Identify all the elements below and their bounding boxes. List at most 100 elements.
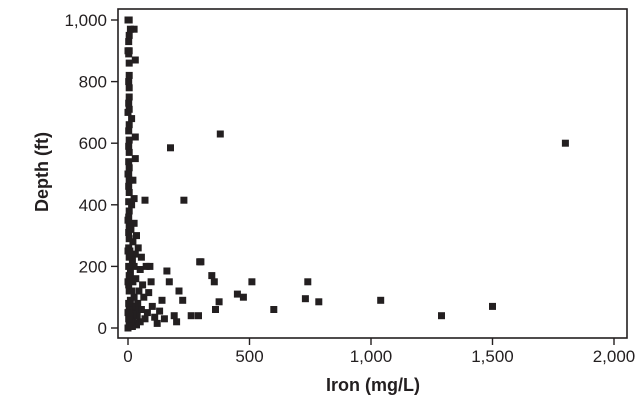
data-point <box>301 295 309 303</box>
data-point <box>141 315 149 323</box>
data-point <box>131 250 139 258</box>
data-point <box>133 232 140 240</box>
data-point <box>125 127 133 135</box>
data-point <box>125 182 133 190</box>
data-point <box>215 298 223 306</box>
y-tick-label: 800 <box>79 73 107 92</box>
data-point <box>131 56 139 64</box>
y-axis-ticks: 0 200 400 600 800 1,000 <box>64 11 118 338</box>
data-point <box>125 71 133 79</box>
data-point <box>143 309 151 317</box>
data-point <box>145 289 153 297</box>
data-point <box>153 319 161 327</box>
data-point <box>125 59 133 67</box>
data-point <box>129 176 137 184</box>
data-point <box>125 189 133 196</box>
data-point <box>489 302 496 310</box>
data-point <box>125 84 133 92</box>
x-tick-label: 500 <box>235 347 263 366</box>
data-point <box>124 170 132 178</box>
data-point <box>134 299 142 307</box>
data-point <box>131 306 139 313</box>
data-point <box>561 139 569 147</box>
data-point <box>130 219 138 227</box>
data-point <box>125 207 133 215</box>
data-point <box>125 78 133 86</box>
data-point <box>142 262 150 270</box>
data-point <box>125 148 133 156</box>
data-point <box>129 238 137 246</box>
data-point <box>248 278 256 286</box>
data-point <box>124 309 132 317</box>
data-point <box>173 318 181 326</box>
data-point <box>239 293 247 301</box>
data-point <box>141 196 149 204</box>
x-tick-label: 2,000 <box>593 347 636 366</box>
data-point <box>179 296 187 304</box>
data-point <box>125 272 133 280</box>
data-point <box>125 198 133 206</box>
data-point <box>167 144 174 152</box>
data-point <box>125 287 133 295</box>
y-tick-label: 600 <box>79 134 107 153</box>
data-point <box>216 130 224 138</box>
data-point <box>124 47 132 55</box>
data-point <box>125 158 133 166</box>
data-point <box>165 278 173 286</box>
data-point <box>124 216 132 224</box>
data-point <box>136 266 144 273</box>
data-point <box>128 115 136 123</box>
x-tick-label: 1,500 <box>471 347 514 366</box>
data-point <box>196 258 204 266</box>
data-point <box>210 278 218 286</box>
data-point <box>146 262 154 270</box>
plot-frame <box>117 8 628 339</box>
data-point <box>125 38 133 46</box>
data-point <box>270 306 278 313</box>
data-point <box>140 293 148 301</box>
y-tick-label: 1,000 <box>64 11 107 30</box>
y-axis-title: Depth (ft) <box>32 132 52 212</box>
data-point <box>125 93 133 101</box>
data-point <box>160 315 168 323</box>
y-tick-label: 400 <box>79 196 107 215</box>
data-point <box>124 108 132 116</box>
data-point <box>136 318 144 326</box>
data-point <box>130 25 138 33</box>
data-point <box>125 142 133 150</box>
data-point <box>124 247 132 255</box>
data-point <box>130 262 138 270</box>
data-point <box>130 293 138 301</box>
data-point <box>139 281 147 289</box>
data-point <box>170 312 178 320</box>
x-axis-ticks: 0 500 1,000 1,500 2,000 <box>123 338 635 366</box>
y-tick-label: 200 <box>79 257 107 276</box>
data-point <box>124 278 132 286</box>
data-point <box>151 313 159 321</box>
data-point <box>125 136 133 144</box>
data-point <box>175 287 183 295</box>
x-tick-label: 0 <box>123 347 132 366</box>
data-point <box>158 296 166 304</box>
data-point <box>377 296 385 304</box>
data-point <box>125 31 133 39</box>
data-point <box>212 306 219 313</box>
data-point <box>131 133 139 141</box>
data-point <box>130 195 138 203</box>
data-point <box>125 99 133 107</box>
data-point <box>131 155 139 163</box>
data-point <box>148 302 156 310</box>
x-axis-title: Iron (mg/L) <box>326 375 420 395</box>
data-point <box>133 312 141 320</box>
data-point <box>129 278 137 286</box>
data-point <box>137 306 145 313</box>
data-point <box>134 244 142 252</box>
data-point <box>125 235 133 243</box>
data-point <box>125 253 133 261</box>
data-point <box>125 222 133 230</box>
data-point <box>125 176 133 184</box>
data-point <box>304 278 312 286</box>
data-point <box>438 312 445 320</box>
